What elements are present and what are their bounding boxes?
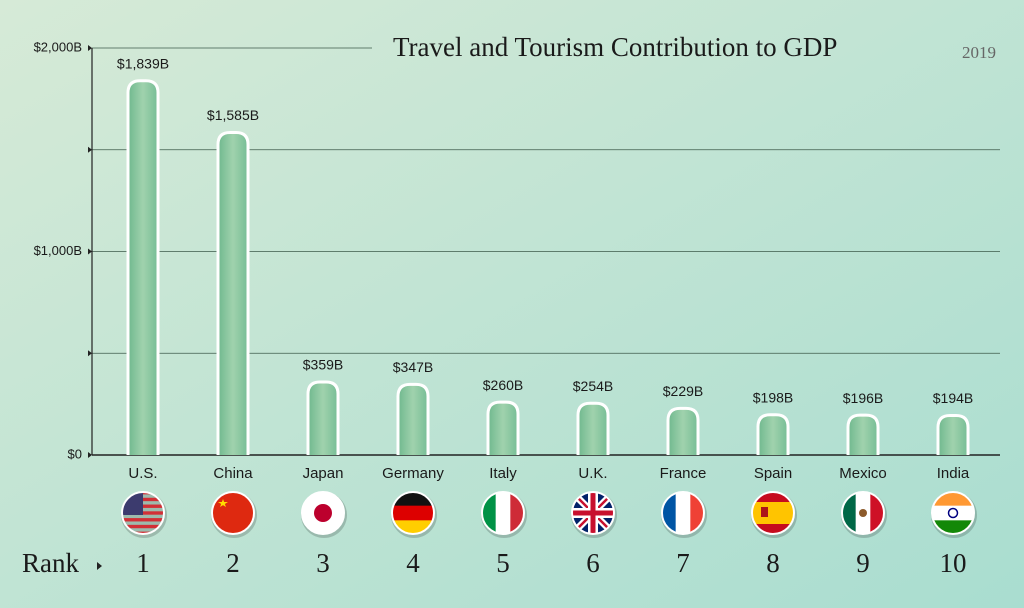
flag-border: [571, 491, 615, 535]
flag-part: [495, 492, 511, 534]
flag-part: [859, 509, 867, 517]
flag-part: [752, 502, 794, 524]
flag-border: [121, 491, 165, 535]
rank-number: 6: [586, 548, 600, 578]
rank-number: 7: [676, 548, 690, 578]
value-label: $1,585B: [207, 107, 259, 123]
flag-border: [931, 491, 975, 535]
rank-number: 8: [766, 548, 780, 578]
value-label: $254B: [573, 378, 613, 394]
x-tick-label: U.S.: [128, 465, 157, 482]
value-label: $194B: [933, 390, 973, 406]
tick-mark: [88, 45, 92, 51]
flag: [752, 492, 794, 534]
flag-part: [122, 531, 164, 534]
bar: [486, 400, 520, 455]
rank-number: 1: [136, 548, 150, 578]
rank-arrow: [97, 562, 102, 570]
flag-part: [392, 505, 434, 521]
flag-part: [122, 524, 164, 529]
y-tick-label: $0: [68, 446, 82, 461]
bar: [846, 413, 880, 455]
value-label: $196B: [843, 390, 883, 406]
flag-part: [761, 507, 768, 517]
flag-part: [122, 518, 164, 522]
value-label: $1,839B: [117, 55, 169, 71]
bar: [576, 401, 610, 455]
tick-mark: [88, 452, 92, 458]
flag-part: [675, 492, 691, 534]
flag: [302, 492, 344, 534]
rank-number: 3: [316, 548, 330, 578]
flag-part: [314, 504, 332, 522]
x-tick-label: Spain: [754, 465, 792, 482]
flag-border: [211, 491, 255, 535]
bar: [396, 382, 430, 455]
rank-label: Rank: [22, 548, 79, 578]
x-tick-label: Japan: [303, 465, 344, 482]
x-tick-label: Mexico: [839, 465, 887, 482]
tick-mark: [88, 350, 92, 357]
rank-number: 9: [856, 548, 870, 578]
chart-title: Travel and Tourism Contribution to GDP: [393, 32, 837, 62]
value-label: $198B: [753, 389, 793, 405]
tick-mark: [88, 146, 92, 153]
value-label: $359B: [303, 357, 343, 373]
flag-border: [751, 491, 795, 535]
flag-part: [932, 505, 974, 521]
chart-subtitle: 2019: [962, 43, 996, 62]
x-tick-label: Italy: [489, 465, 517, 482]
flag-border: [841, 491, 885, 535]
bar: [306, 380, 340, 455]
x-tick-label: China: [213, 465, 253, 482]
flag-part: [212, 492, 254, 534]
value-label: $260B: [483, 377, 523, 393]
bar: [756, 413, 790, 455]
rank-number: 5: [496, 548, 510, 578]
flag-part: [572, 492, 614, 534]
flag-border: [391, 491, 435, 535]
y-tick-label: $2,000B: [34, 39, 82, 54]
flag-part: [218, 499, 228, 507]
bar: [936, 414, 970, 455]
flag-border: [481, 491, 525, 535]
y-tick-label: $1,000B: [34, 243, 82, 258]
value-label: $229B: [663, 383, 703, 399]
bar: [216, 130, 250, 455]
value-label: $347B: [393, 359, 433, 375]
flag-border: [661, 491, 705, 535]
flag-border: [301, 491, 345, 535]
tick-mark: [88, 248, 92, 255]
x-tick-label: France: [660, 465, 707, 482]
x-tick-label: Germany: [382, 465, 444, 482]
x-tick-label: U.K.: [578, 465, 607, 482]
bar: [666, 406, 700, 455]
rank-number: 4: [406, 548, 420, 578]
bar: [126, 79, 160, 455]
rank-number: 2: [226, 548, 240, 578]
flag-part: [947, 507, 959, 519]
x-tick-label: India: [937, 465, 970, 482]
flag: [212, 492, 254, 534]
rank-number: 10: [940, 548, 967, 578]
